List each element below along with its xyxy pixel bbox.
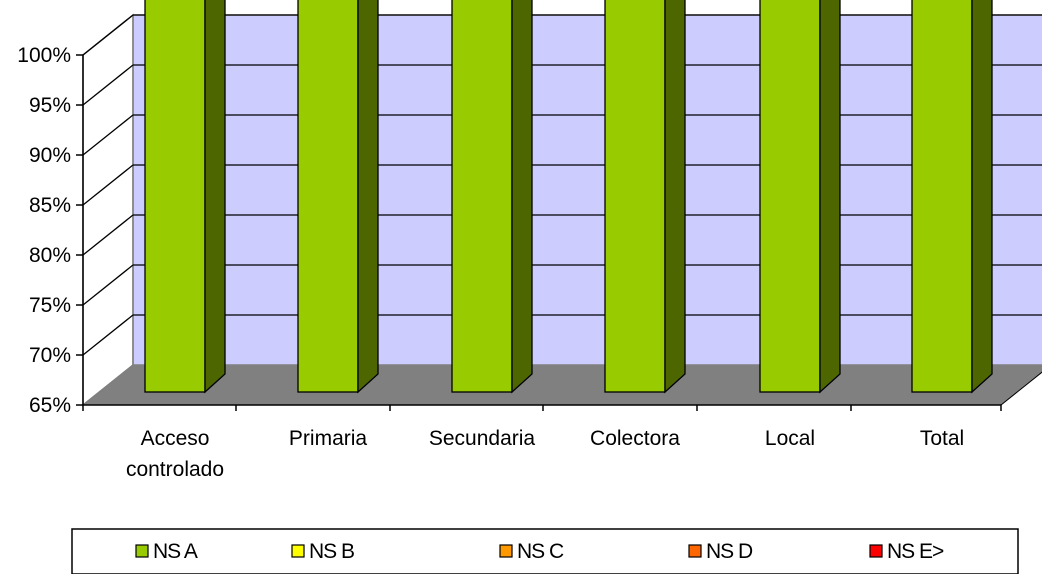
bar-segment [297,0,359,393]
gridline-diagonal [82,314,134,356]
back-wall-plane [132,14,1042,366]
floor-plane [81,364,1042,406]
bar-segment [604,0,666,393]
y-tick-label: 65% [29,394,71,417]
axes [76,54,1002,411]
y-tick-label: 70% [29,344,71,367]
y-tick-label: 100% [17,44,71,67]
x-category-label: Colectora [590,427,680,450]
x-category-label-line: Secundaria [429,427,536,450]
gridline-diagonal [82,64,134,106]
bar-segment [451,0,513,393]
gridline-diagonal [82,14,134,56]
x-category-label: Primaria [289,427,367,450]
legend-label: NS D [706,540,753,563]
bar-stack [604,0,686,394]
chart-floor [81,364,1042,406]
legend-swatch [499,544,513,558]
bar-stack [144,0,226,394]
y-tick-label: 95% [29,94,71,117]
x-category-label-line: Primaria [289,427,367,450]
gridlines [82,14,1042,356]
x-category-label: Local [765,427,815,450]
legend-label: NS E> [887,540,944,563]
x-category-label-line: Colectora [590,427,680,450]
x-category-label-line: Local [765,427,815,450]
legend-swatch [688,544,702,558]
gridline-diagonal [82,114,134,156]
bar-segment [759,0,821,393]
y-tick-label: 80% [29,244,71,267]
bars [144,0,993,394]
legend-label: NS B [309,540,354,563]
bar-segment-side [819,0,841,394]
y-tick-labels: 65% 70% 75% 80% 85% 90% 95% 100% [17,44,71,417]
bar-segment-side [357,0,379,394]
x-category-label: Acceso controlado [126,427,224,481]
bar-segment-side [204,0,226,394]
bar-segment-side [971,0,993,394]
x-category-labels: Acceso controlado Primaria Secundaria Colect… [126,427,964,481]
x-category-label-line: Total [920,427,964,450]
y-tick-label: 85% [29,194,71,217]
bar-stack [759,0,841,394]
y-tick-label: 75% [29,294,71,317]
bar-stack [911,0,993,394]
legend: NS A NS B NS C NS D NS E> [71,528,1019,574]
legend-swatch [869,544,883,558]
x-category-label: Secundaria [429,427,536,450]
gridline-diagonal [82,264,134,306]
x-category-label-line: controlado [126,458,224,481]
bar-segment-side [511,0,533,394]
legend-box [71,528,1019,574]
chart-back-wall [82,13,1042,407]
legend-label: NS C [517,540,564,563]
legend-label: NS A [153,540,198,563]
bar-segment [144,0,206,393]
gridline-diagonal [82,164,134,206]
bar-segment-side [664,0,686,394]
gridline-diagonal [82,214,134,256]
legend-swatch [291,544,305,558]
x-category-label-line: Acceso [141,427,210,450]
x-category-label: Total [920,427,964,450]
bar-stack [297,0,379,394]
y-tick-label: 90% [29,144,71,167]
legend-swatch [135,544,149,558]
bar-segment [911,0,973,393]
bar-stack [451,0,533,394]
side-wall-plane [82,13,134,407]
